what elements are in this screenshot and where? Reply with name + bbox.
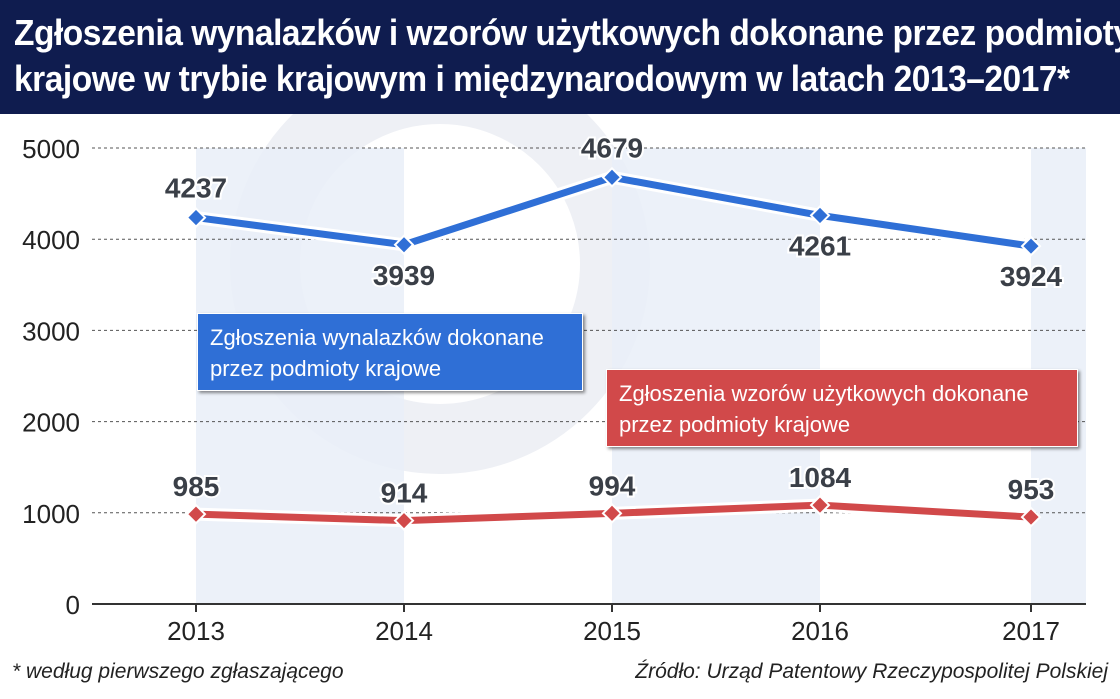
series-1-data-label-2014: 914 — [381, 478, 428, 509]
series-0-data-label-2014: 3939 — [373, 260, 435, 291]
series-0-data-label-2017: 3924 — [1000, 261, 1063, 292]
chart-title-bar: Zgłoszenia wynalazków i wzorów użytkowyc… — [0, 0, 1120, 114]
legend-blue-line-1: Zgłoszenia wynalazków dokonane — [210, 325, 544, 350]
legend-red-line-1: Zgłoszenia wzorów użytkowych dokonane — [619, 381, 1029, 406]
series-1-point-2013 — [185, 503, 207, 525]
series-0-point-2013 — [185, 207, 207, 229]
series-0-data-label-2015: 4679 — [581, 132, 643, 163]
legend-red-line-2: przez podmioty krajowe — [619, 412, 851, 437]
source-note: Źródło: Urząd Patentowy Rzeczypospolitej… — [635, 660, 1108, 683]
series-1-data-label-2015: 994 — [589, 470, 636, 501]
chart-title-line-2: krajowe w trybie krajowym i międzynarodo… — [14, 58, 1070, 99]
series-0-point-2016 — [809, 204, 831, 226]
y-tick-label-3000: 3000 — [22, 316, 80, 346]
series-0-point-2017 — [1020, 235, 1042, 257]
series-0-point-2015 — [601, 166, 623, 188]
series-1-point-2014 — [393, 510, 415, 532]
series-1-data-label-2017: 953 — [1008, 474, 1055, 505]
y-tick-label-2000: 2000 — [22, 408, 80, 438]
y-tick-label-0: 0 — [66, 590, 80, 620]
series-1-point-2017 — [1020, 506, 1042, 528]
x-tick-label-2015: 2015 — [583, 616, 641, 646]
y-tick-label-1000: 1000 — [22, 499, 80, 529]
x-tick-label-2013: 2013 — [167, 616, 225, 646]
series-0-data-label-2016: 4261 — [789, 230, 851, 261]
series-1-data-label-2013: 985 — [173, 471, 220, 502]
series-1-point-2016 — [809, 494, 831, 516]
x-tick-label-2016: 2016 — [791, 616, 849, 646]
y-tick-label-4000: 4000 — [22, 225, 80, 255]
series-0-point-2014 — [393, 234, 415, 256]
y-tick-label-5000: 5000 — [22, 134, 80, 164]
x-tick-label-2014: 2014 — [375, 616, 433, 646]
series-0-data-label-2013: 4237 — [165, 173, 227, 204]
legend-blue-line-2: przez podmioty krajowe — [210, 356, 442, 381]
footnote: * według pierwszego zgłaszającego — [12, 660, 344, 683]
series-1-point-2015 — [601, 502, 623, 524]
chart-title-line-1: Zgłoszenia wynalazków i wzorów użytkowyc… — [14, 12, 1120, 53]
series-1-data-label-2016: 1084 — [789, 462, 852, 493]
legend-blue-series: Zgłoszenia wynalazków dokonane przez pod… — [197, 313, 583, 391]
x-tick-label-2017: 2017 — [1002, 616, 1060, 646]
chart-title: Zgłoszenia wynalazków i wzorów użytkowyc… — [14, 10, 1120, 102]
legend-red-series: Zgłoszenia wzorów użytkowych dokonane pr… — [606, 369, 1078, 447]
